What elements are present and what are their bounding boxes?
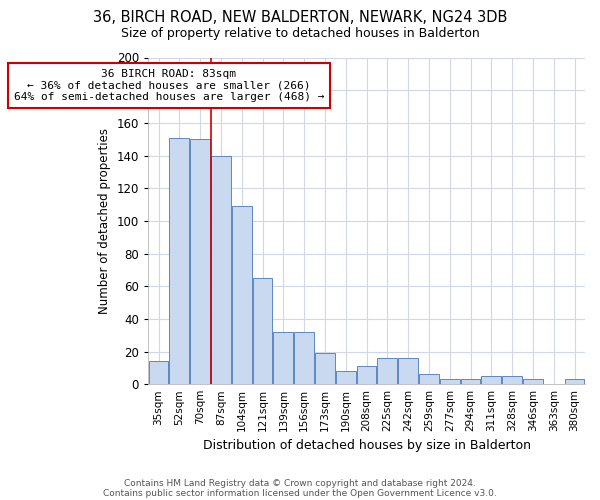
Bar: [481, 376, 501, 384]
X-axis label: Distribution of detached houses by size in Balderton: Distribution of detached houses by size …: [203, 440, 530, 452]
Bar: [377, 358, 397, 384]
Text: 36 BIRCH ROAD: 83sqm
← 36% of detached houses are smaller (266)
64% of semi-deta: 36 BIRCH ROAD: 83sqm ← 36% of detached h…: [14, 69, 324, 102]
Text: Size of property relative to detached houses in Balderton: Size of property relative to detached ho…: [121, 28, 479, 40]
Y-axis label: Number of detached properties: Number of detached properties: [98, 128, 111, 314]
Bar: [294, 332, 314, 384]
Bar: [565, 380, 584, 384]
Bar: [190, 139, 210, 384]
Bar: [336, 371, 356, 384]
Bar: [274, 332, 293, 384]
Bar: [232, 206, 251, 384]
Text: Contains HM Land Registry data © Crown copyright and database right 2024.: Contains HM Land Registry data © Crown c…: [124, 478, 476, 488]
Bar: [523, 380, 543, 384]
Bar: [398, 358, 418, 384]
Bar: [169, 138, 189, 384]
Text: Contains public sector information licensed under the Open Government Licence v3: Contains public sector information licen…: [103, 488, 497, 498]
Bar: [461, 380, 481, 384]
Bar: [149, 362, 169, 384]
Text: 36, BIRCH ROAD, NEW BALDERTON, NEWARK, NG24 3DB: 36, BIRCH ROAD, NEW BALDERTON, NEWARK, N…: [93, 10, 507, 25]
Bar: [211, 156, 231, 384]
Bar: [356, 366, 376, 384]
Bar: [419, 374, 439, 384]
Bar: [253, 278, 272, 384]
Bar: [440, 380, 460, 384]
Bar: [315, 353, 335, 384]
Bar: [502, 376, 522, 384]
